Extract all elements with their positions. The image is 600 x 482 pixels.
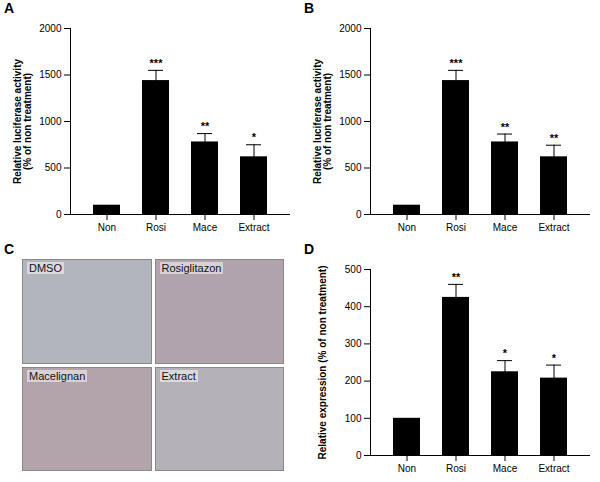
svg-text:Relative luciferase activity(%: Relative luciferase activity(% of non tr… <box>312 59 333 185</box>
svg-text:**: ** <box>201 120 210 132</box>
svg-text:100: 100 <box>345 413 362 424</box>
svg-text:Non: Non <box>98 222 116 233</box>
html-text:DMSO: DMSO <box>29 262 62 274</box>
html-text:D: D <box>304 241 315 257</box>
html-text:Extract: Extract <box>161 369 196 382</box>
svg-text:**: ** <box>501 121 510 133</box>
html-text:A: A <box>4 0 15 16</box>
svg-text:*: * <box>552 352 557 364</box>
svg-text:400: 400 <box>345 301 362 312</box>
svg-text:**: ** <box>452 271 461 283</box>
svg-text:Extract: Extract <box>538 463 569 474</box>
svg-text:Non: Non <box>398 222 416 233</box>
html-text:Macelignan: Macelignan <box>29 369 86 382</box>
svg-text:500: 500 <box>345 264 362 275</box>
svg-text:500: 500 <box>45 162 62 173</box>
html-text:C: C <box>4 241 15 257</box>
svg-text:1000: 1000 <box>39 116 62 127</box>
svg-text:2000: 2000 <box>39 23 62 34</box>
svg-text:***: *** <box>150 57 164 69</box>
svg-text:Relative luciferase activity(%: Relative luciferase activity(% of non tr… <box>12 59 33 185</box>
svg-text:***: *** <box>450 57 464 69</box>
svg-text:Relative expression (% of non: Relative expression (% of non treatment) <box>317 266 328 460</box>
svg-text:1500: 1500 <box>339 69 362 80</box>
svg-text:**: ** <box>550 132 559 144</box>
svg-text:Extract: Extract <box>238 222 269 233</box>
svg-text:500: 500 <box>345 162 362 173</box>
svg-text:Rosi: Rosi <box>446 222 466 233</box>
svg-text:Extract: Extract <box>538 222 569 233</box>
svg-text:Rosi: Rosi <box>446 463 466 474</box>
svg-text:Non: Non <box>398 463 416 474</box>
svg-text:1500: 1500 <box>39 69 62 80</box>
svg-text:0: 0 <box>356 209 362 220</box>
html-text:B: B <box>304 0 315 16</box>
svg-text:*: * <box>503 347 508 359</box>
svg-text:Rosi: Rosi <box>146 222 166 233</box>
svg-text:Mace: Mace <box>493 463 518 474</box>
svg-text:300: 300 <box>345 338 362 349</box>
svg-text:0: 0 <box>356 450 362 461</box>
svg-text:1000: 1000 <box>339 116 362 127</box>
svg-text:*: * <box>252 131 257 143</box>
svg-text:2000: 2000 <box>339 23 362 34</box>
svg-text:200: 200 <box>345 375 362 386</box>
svg-text:Mace: Mace <box>493 222 518 233</box>
html-text:Rosiglitazon: Rosiglitazon <box>161 262 222 274</box>
svg-text:Mace: Mace <box>193 222 218 233</box>
svg-text:0: 0 <box>56 209 62 220</box>
